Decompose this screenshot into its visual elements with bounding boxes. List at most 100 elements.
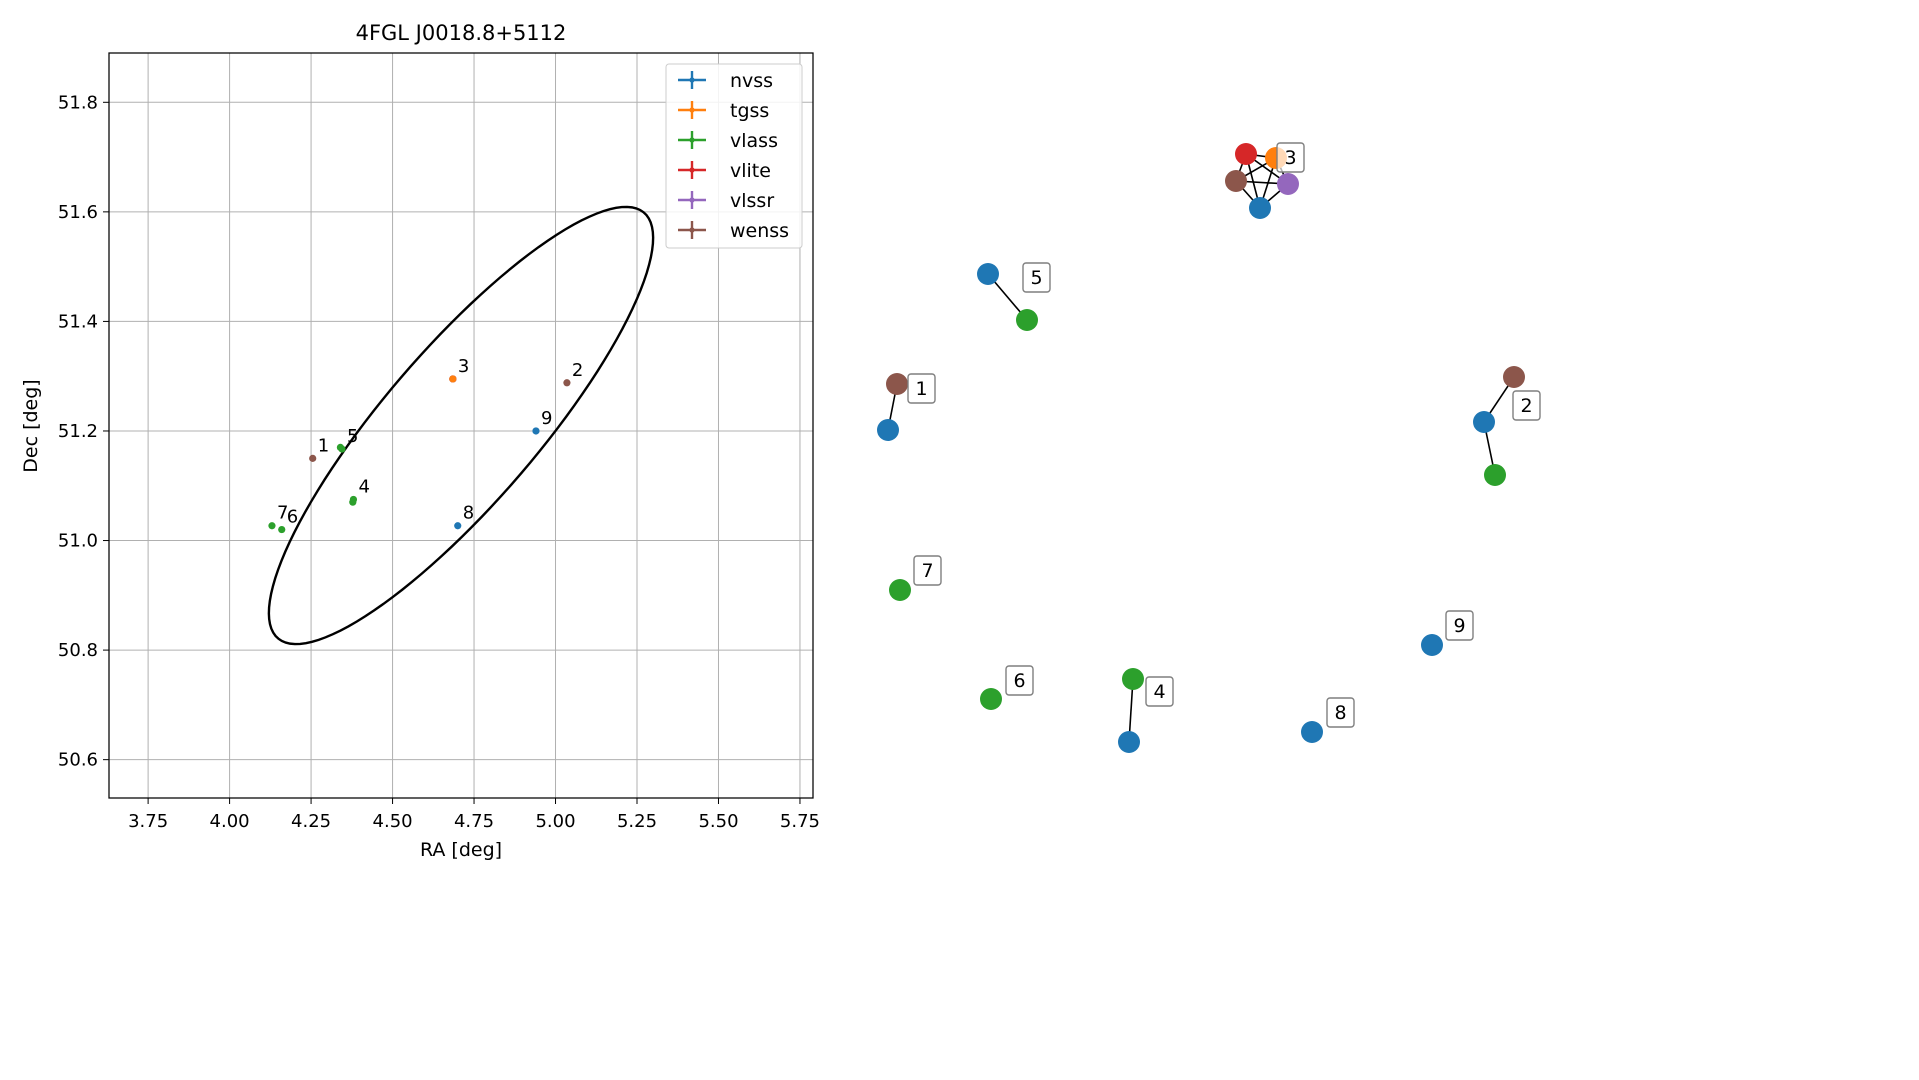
network-node-nvss <box>1249 197 1271 219</box>
legend: nvss tgss vlass vlite vlssr wenss <box>665 63 803 249</box>
point-label: 8 <box>463 503 474 524</box>
label-text: 8 <box>1334 702 1346 724</box>
legend-entry-vlite: vlite <box>678 160 771 182</box>
label-box <box>1276 142 1305 173</box>
legend-entry-tgss: tgss <box>678 100 769 122</box>
label-text: 7 <box>921 560 933 582</box>
network-node-vlass <box>980 688 1002 710</box>
legend-marker <box>689 137 695 143</box>
y-axis: 50.6 50.8 51.0 51.2 51.4 51.6 51.8 <box>58 92 109 771</box>
data-point-vlass <box>336 443 345 452</box>
data-point-vlass <box>278 525 286 534</box>
x-axis: 3.75 4.00 4.25 4.50 4.75 5.00 5.25 5.50 5.75 <box>128 798 820 832</box>
y-tick-label: 50.8 <box>58 640 98 661</box>
label-text: 5 <box>1030 267 1042 289</box>
point-label: 2 <box>572 360 583 381</box>
legend-marker <box>689 107 695 113</box>
network-label: 6 <box>1005 665 1034 696</box>
network-node-nvss <box>1473 411 1495 433</box>
legend-marker <box>689 227 695 233</box>
legend-label: wenss <box>730 220 789 242</box>
legend-label: nvss <box>730 70 773 92</box>
network-node-vlite <box>1235 143 1257 165</box>
legend-entry-vlass: vlass <box>678 130 778 152</box>
network-node-vlass <box>889 579 911 601</box>
label-box <box>1022 262 1051 293</box>
label-box <box>1512 390 1541 421</box>
x-tick-label: 4.75 <box>454 811 494 832</box>
point-labels: 1 2 3 4 5 67 8 9 <box>277 356 583 528</box>
y-tick-label: 51.2 <box>58 421 98 442</box>
point-label: 5 <box>347 426 358 447</box>
data-point-wenss <box>563 379 571 387</box>
network-node-nvss <box>1301 721 1323 743</box>
network-nodes <box>877 143 1525 753</box>
network-label: 4 <box>1145 676 1174 707</box>
legend-entry-vlssr: vlssr <box>678 190 774 212</box>
label-text: 3 <box>1284 147 1296 169</box>
label-box <box>907 373 936 404</box>
network-node-nvss <box>977 263 999 285</box>
data-point-vlass <box>268 522 276 530</box>
data-point-tgss <box>449 375 457 383</box>
x-axis-label: RA [deg] <box>420 839 502 861</box>
y-tick-label: 51.4 <box>58 311 98 332</box>
x-tick-label: 3.75 <box>128 811 168 832</box>
label-box <box>1145 676 1174 707</box>
chart-title: 4FGL J0018.8+5112 <box>356 21 567 45</box>
label-text: 4 <box>1153 681 1165 703</box>
label-box <box>913 555 942 586</box>
network-label: 7 <box>913 555 942 586</box>
label-text: 6 <box>1013 670 1025 692</box>
network-label: 8 <box>1326 697 1355 728</box>
network-node-wenss <box>1503 366 1525 388</box>
data-point-vlass <box>349 498 357 506</box>
scatter-points <box>268 375 571 534</box>
error-ellipse <box>267 205 655 646</box>
network-node-vlssr <box>1277 173 1299 195</box>
network-node-wenss <box>886 373 908 395</box>
legend-label: vlass <box>730 130 778 152</box>
network-label: 3 <box>1276 142 1305 173</box>
x-tick-label: 5.00 <box>535 811 575 832</box>
y-tick-label: 51.0 <box>58 531 98 552</box>
ellipse-outline <box>267 205 655 646</box>
network-label: 2 <box>1512 390 1541 421</box>
x-tick-label: 5.75 <box>780 811 820 832</box>
network-node-nvss <box>877 419 899 441</box>
x-tick-label: 4.50 <box>373 811 413 832</box>
plot-frame <box>108 52 814 799</box>
y-axis-label: Dec [deg] <box>20 379 42 472</box>
legend-entry-nvss: nvss <box>678 70 773 92</box>
label-box <box>1445 610 1474 641</box>
network-node-wenss <box>1225 170 1247 192</box>
legend-entry-wenss: wenss <box>678 220 789 242</box>
network-label: 1 <box>907 373 936 404</box>
network-node-nvss <box>1421 634 1443 656</box>
y-tick-label: 51.8 <box>58 92 98 113</box>
network-label: 9 <box>1445 610 1474 641</box>
label-text: 2 <box>1520 395 1532 417</box>
point-label: 3 <box>458 356 469 377</box>
label-box <box>1326 697 1355 728</box>
network-node-nvss <box>1118 731 1140 753</box>
x-tick-label: 5.25 <box>617 811 657 832</box>
network-graph: 1 2 3 4 5 6 7 8 9 <box>877 142 1541 753</box>
legend-label: vlssr <box>730 190 774 212</box>
network-label: 5 <box>1022 262 1051 293</box>
network-node-vlass <box>1016 309 1038 331</box>
data-point-nvss <box>532 427 540 435</box>
data-point-nvss <box>454 522 462 530</box>
legend-marker <box>689 197 695 203</box>
point-label: 1 <box>318 435 329 456</box>
grid <box>109 53 813 798</box>
point-label: 9 <box>541 408 552 429</box>
label-text: 1 <box>915 378 927 400</box>
network-labels: 1 2 3 4 5 6 7 8 9 <box>907 142 1541 728</box>
x-tick-label: 4.00 <box>210 811 250 832</box>
scatter-plot: 1 2 3 4 5 67 8 9 3.75 4.00 4.25 4.50 4.75 5.00 5.25 5.… <box>20 21 820 861</box>
x-tick-label: 4.25 <box>291 811 331 832</box>
legend-label: vlite <box>730 160 771 182</box>
x-tick-label: 5.50 <box>698 811 738 832</box>
